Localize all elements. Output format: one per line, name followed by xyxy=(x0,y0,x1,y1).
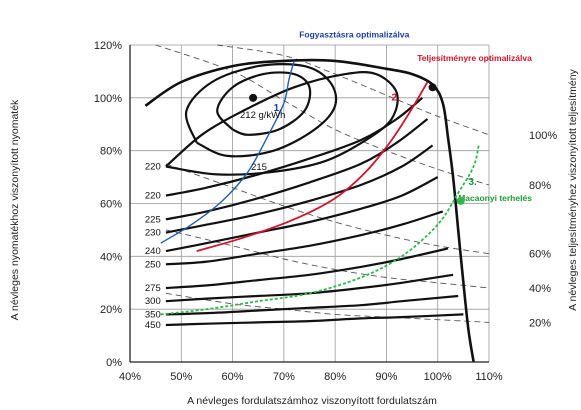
power-line xyxy=(165,292,490,323)
labels: 40% 50% 60% 70% 80% 90% 100% 110% 0% 20% 40% 60% 80%… xyxy=(94,29,557,383)
contour-label: 220 xyxy=(145,162,161,173)
bsfc-contour xyxy=(165,71,399,176)
contour-label: 300 xyxy=(145,296,161,307)
center-value-label: 212 g/kWh xyxy=(240,110,285,121)
power-line xyxy=(165,163,490,255)
y-tick-label: 100% xyxy=(94,93,122,105)
y2-axis-label: A névleges teljesítményhez viszonyított … xyxy=(567,68,579,310)
contour-label: 230 xyxy=(145,228,161,239)
contour-label: 275 xyxy=(145,283,161,294)
contour-label: 215 xyxy=(251,162,267,173)
y-tick-label: 60% xyxy=(100,199,122,211)
contour-label: 450 xyxy=(145,320,161,331)
x-tick-label: 40% xyxy=(119,371,141,383)
island-contour xyxy=(184,63,338,158)
x-tick-label: 60% xyxy=(222,371,244,383)
y-tick-label: 40% xyxy=(100,251,122,263)
operating-line xyxy=(160,145,480,316)
operating-lines xyxy=(160,60,480,316)
bsfc-contour xyxy=(165,144,434,234)
contour-label: 250 xyxy=(145,259,161,270)
operating-line-label: Teljesítményre optimalizálva xyxy=(417,53,532,63)
constant-power-lines xyxy=(155,44,490,323)
operating-line-number: 3. xyxy=(468,177,477,188)
x-tick-label: 100% xyxy=(424,371,452,383)
y-axis-label: A névleges nyomatékhoz viszonyított nyom… xyxy=(9,99,21,320)
x-tick-label: 50% xyxy=(170,371,192,383)
island-contour xyxy=(216,71,312,136)
marker-point xyxy=(428,83,437,92)
y-tick-label: 20% xyxy=(100,304,122,316)
marker-point xyxy=(249,93,258,102)
y-tick-label: 0% xyxy=(106,357,122,369)
power-line xyxy=(155,44,490,186)
y-tick-label: 120% xyxy=(94,40,122,52)
bsfc-contour xyxy=(165,210,444,266)
operating-line-number: 1. xyxy=(274,103,283,114)
x-tick-label: 70% xyxy=(273,371,295,383)
bsfc-contour xyxy=(165,294,459,316)
contour-label: 350 xyxy=(145,309,161,320)
x-tick-label: 90% xyxy=(375,371,397,383)
bsfc-contour xyxy=(165,96,424,197)
y-tick-label: 80% xyxy=(100,146,122,158)
y2-tick-label: 60% xyxy=(529,249,551,261)
operating-line xyxy=(160,60,295,244)
y2-tick-label: 80% xyxy=(529,180,551,192)
bsfc-contour xyxy=(165,273,454,303)
bsfc-contour xyxy=(165,313,464,327)
x-tick-label: 80% xyxy=(324,371,346,383)
operating-line-label: Macaonyi terhelés xyxy=(458,193,532,203)
operating-line-number: 2. xyxy=(392,92,401,103)
y2-tick-label: 20% xyxy=(529,317,551,329)
marker-point xyxy=(456,196,465,205)
contour-label: 220 xyxy=(145,191,161,202)
y2-tick-label: 100% xyxy=(529,130,557,142)
x-tick-label: 110% xyxy=(475,371,503,383)
operating-line-label: Fogyasztásra optimalizálva xyxy=(299,29,409,39)
bsfc-contour xyxy=(165,176,439,253)
power-line xyxy=(165,229,490,289)
axes xyxy=(129,45,489,363)
x-axis-label: A névleges fordulatszámhoz viszonyított … xyxy=(187,395,437,407)
bsfc-contour xyxy=(165,118,429,221)
contour-label: 225 xyxy=(145,214,161,225)
bsfc-contour xyxy=(165,247,449,290)
bsfc-contours xyxy=(144,58,475,363)
y2-tick-label: 40% xyxy=(529,283,551,295)
contour-label: 240 xyxy=(145,246,161,257)
operating-line xyxy=(196,81,429,252)
